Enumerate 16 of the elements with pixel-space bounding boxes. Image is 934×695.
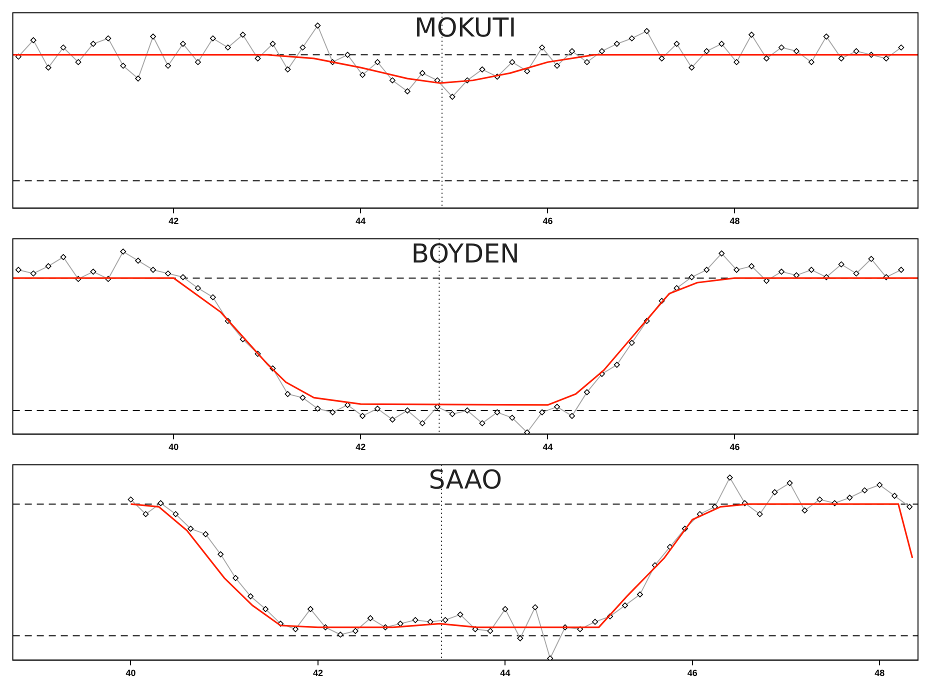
x-tick-label: 44 [356, 216, 366, 226]
x-tick-label: 44 [542, 442, 553, 452]
chart-title: BOYDEN [411, 240, 520, 270]
x-tick-label: 46 [730, 442, 740, 452]
x-tick-label: 42 [168, 216, 179, 226]
x-tick-label: 48 [730, 216, 740, 226]
x-tick-label: 42 [356, 442, 366, 452]
x-tick-label: 42 [312, 668, 323, 678]
x-tick-label: 48 [874, 668, 885, 678]
x-tick-label: 46 [687, 668, 698, 678]
chart-title: SAAO [428, 466, 502, 496]
chart-title: MOKUTI [414, 14, 516, 44]
x-tick-label: 46 [542, 216, 553, 226]
x-tick-label: 44 [500, 668, 510, 678]
x-tick-label: 40 [126, 668, 136, 678]
x-tick-label: 40 [168, 442, 179, 452]
